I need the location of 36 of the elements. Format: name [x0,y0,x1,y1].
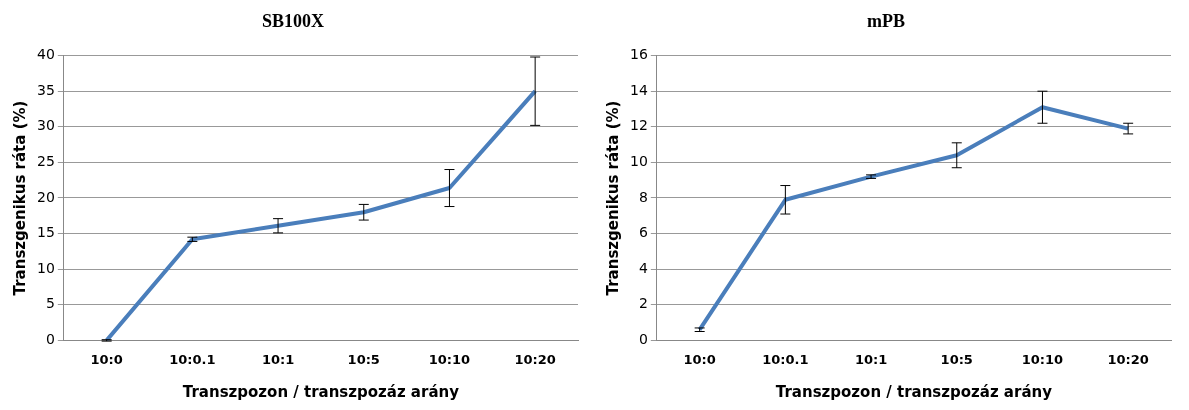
y-tick-label: 10 [629,153,648,170]
y-tick-label: 4 [638,259,648,276]
y-tick-label: 12 [629,117,648,134]
chart-title: SB100X [261,11,325,32]
x-tick-label: 10:0.1 [762,351,809,367]
y-tick-label: 14 [629,81,648,98]
x-axis-title: Transzpozon / transzpozáz arány [182,382,460,401]
chart-title: mPB [867,11,905,32]
x-tick-label: 10:20 [514,351,556,367]
y-tick-label: 20 [36,188,55,205]
x-tick-label: 10:10 [1021,351,1064,367]
y-tick-label: 0 [638,331,648,348]
x-tick-label: 10:0.1 [169,351,216,367]
x-tick-label: 10:5 [347,351,380,367]
y-axis-title: Transzgenikus ráta (%) [603,100,622,296]
x-axis-title: Transzpozon / transzpozáz arány [775,382,1053,401]
y-tick-label: 35 [36,81,55,98]
x-tick-label: 10:10 [428,351,471,367]
y-tick-label: 6 [638,224,648,241]
y-tick-label: 8 [638,188,648,205]
x-tick-label: 10:1 [854,351,888,367]
y-tick-label: 25 [36,153,55,170]
y-axis-title: Transzgenikus ráta (%) [10,100,29,296]
y-tick-label: 2 [638,295,648,312]
y-tick-label: 30 [36,117,55,134]
y-tick-label: 40 [36,46,55,63]
y-tick-label: 5 [45,295,55,312]
x-tick-label: 10:20 [1107,351,1149,367]
x-tick-label: 10:5 [940,351,973,367]
x-tick-label: 10:0 [90,351,123,367]
y-tick-label: 10 [36,259,55,276]
y-tick-label: 16 [629,46,648,63]
x-tick-label: 10:1 [261,351,295,367]
y-tick-label: 15 [36,224,55,241]
x-tick-label: 10:0 [683,351,716,367]
y-tick-label: 0 [45,331,55,348]
